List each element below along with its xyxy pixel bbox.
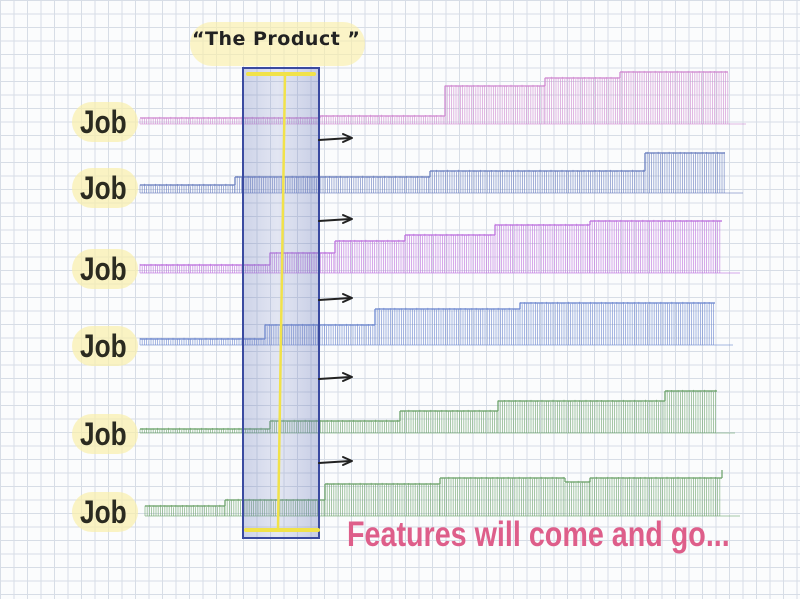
feature-row-2 xyxy=(139,151,743,194)
feature-row-4 xyxy=(139,301,733,346)
job-feature-rows xyxy=(139,70,746,517)
job-label-5: Job xyxy=(80,416,127,452)
arrow-3 xyxy=(318,293,353,303)
job-label-highlight xyxy=(72,249,138,289)
arrows xyxy=(318,133,353,466)
job-label-1: Job xyxy=(80,104,127,140)
job-label-6: Job xyxy=(80,494,127,530)
caption: Features will come and go... xyxy=(347,515,730,554)
arrow-4 xyxy=(318,372,353,382)
bracket-stem xyxy=(276,72,287,532)
product-window xyxy=(242,67,320,539)
job-label-highlight xyxy=(72,168,138,208)
job-label-highlight xyxy=(72,326,138,366)
feature-row-1 xyxy=(139,70,746,125)
feature-row-3 xyxy=(139,219,740,274)
arrow-2 xyxy=(318,214,353,224)
product-window-frame xyxy=(242,67,320,539)
job-label-2: Job xyxy=(80,170,127,206)
job-label-3: Job xyxy=(80,251,127,287)
job-label-4: Job xyxy=(80,328,127,364)
feature-row-6 xyxy=(144,470,740,517)
page-title: “The Product ” xyxy=(192,28,361,50)
arrow-5 xyxy=(318,456,353,466)
feature-row-5 xyxy=(139,389,735,434)
arrow-1 xyxy=(318,133,353,143)
job-label-highlight xyxy=(72,414,138,454)
job-label-highlight xyxy=(72,492,138,532)
title-highlight xyxy=(190,22,365,66)
job-label-highlight xyxy=(72,102,138,142)
